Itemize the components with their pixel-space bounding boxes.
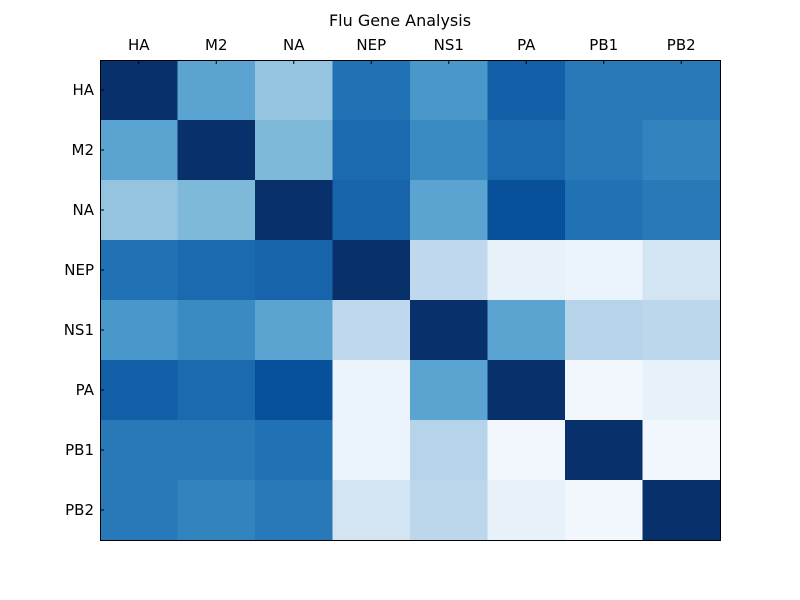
heatmap-cell-NEP-PB1 xyxy=(565,240,643,301)
heatmap-cells xyxy=(100,60,721,541)
heatmap-cell-PA-M2 xyxy=(177,360,256,421)
heatmap-cell-PA-NS1 xyxy=(410,360,488,421)
heatmap-cell-NEP-NS1 xyxy=(410,240,488,301)
y-tick-label: PB2 xyxy=(65,501,94,519)
heatmap-cell-PA-PB2 xyxy=(642,360,721,421)
heatmap-cell-NS1-NS1 xyxy=(410,300,488,361)
heatmap-cell-PB1-HA xyxy=(100,420,178,481)
heatmap-cell-HA-NA xyxy=(255,60,333,121)
x-tick-label: NS1 xyxy=(434,36,464,54)
y-axis-ticks: HA M2 NA NEP NS1 PA PB1 PB2 xyxy=(64,81,104,519)
heatmap-cell-NEP-HA xyxy=(100,240,178,301)
heatmap-cell-PB2-PB1 xyxy=(565,480,643,541)
y-tick-label: PB1 xyxy=(65,441,94,459)
heatmap-cell-PA-NA xyxy=(255,360,333,421)
heatmap-cell-M2-NS1 xyxy=(410,120,488,181)
heatmap-cell-PB2-M2 xyxy=(177,480,256,541)
heatmap-cell-PA-NEP xyxy=(332,360,411,421)
heatmap-cell-M2-NEP xyxy=(332,120,411,181)
heatmap-cell-PB2-NEP xyxy=(332,480,411,541)
heatmap-cell-NA-PB2 xyxy=(642,180,721,241)
y-tick-label: NS1 xyxy=(64,321,94,339)
y-tick-label: PA xyxy=(76,381,95,399)
heatmap-cell-NEP-M2 xyxy=(177,240,256,301)
heatmap-cell-M2-HA xyxy=(100,120,178,181)
x-axis-ticks: HA M2 NA NEP NS1 PA PB1 PB2 xyxy=(128,36,696,64)
heatmap-cell-HA-M2 xyxy=(177,60,256,121)
heatmap-cell-PB2-HA xyxy=(100,480,178,541)
x-tick-label: NA xyxy=(283,36,305,54)
heatmap-cell-PB1-PB2 xyxy=(642,420,721,481)
heatmap-cell-HA-HA xyxy=(100,60,178,121)
heatmap-cell-PB2-NA xyxy=(255,480,333,541)
heatmap-cell-NA-M2 xyxy=(177,180,256,241)
heatmap-cell-PA-HA xyxy=(100,360,178,421)
heatmap-cell-PB2-NS1 xyxy=(410,480,488,541)
heatmap-cell-NA-PA xyxy=(487,180,566,241)
heatmap-cell-NA-PB1 xyxy=(565,180,643,241)
heatmap-cell-M2-PB1 xyxy=(565,120,643,181)
heatmap-cell-NEP-PA xyxy=(487,240,566,301)
heatmap-cell-NA-NEP xyxy=(332,180,411,241)
heatmap-cell-PB1-NS1 xyxy=(410,420,488,481)
heatmap-cell-PB1-NEP xyxy=(332,420,411,481)
heatmap-cell-NS1-NEP xyxy=(332,300,411,361)
heatmap-cell-NA-NS1 xyxy=(410,180,488,241)
heatmap-cell-HA-PB2 xyxy=(642,60,721,121)
y-tick-label: NEP xyxy=(64,261,94,279)
heatmap-cell-NA-HA xyxy=(100,180,178,241)
heatmap-cell-NEP-NEP xyxy=(332,240,411,301)
heatmap-cell-M2-NA xyxy=(255,120,333,181)
heatmap-cell-M2-M2 xyxy=(177,120,256,181)
heatmap-cell-HA-PA xyxy=(487,60,566,121)
plot-frame xyxy=(100,60,721,541)
y-tick-label: NA xyxy=(73,201,95,219)
heatmap-cell-PB2-PB2 xyxy=(642,480,721,541)
chart-title: Flu Gene Analysis xyxy=(329,11,471,30)
heatmap-cell-NS1-M2 xyxy=(177,300,256,361)
heatmap-cell-PB1-M2 xyxy=(177,420,256,481)
heatmap-cell-NEP-PB2 xyxy=(642,240,721,301)
heatmap-cell-PB1-NA xyxy=(255,420,333,481)
heatmap-cell-PB2-PA xyxy=(487,480,566,541)
x-tick-label: M2 xyxy=(205,36,228,54)
heatmap-cell-HA-NS1 xyxy=(410,60,488,121)
heatmap-cell-M2-PA xyxy=(487,120,566,181)
y-tick-label: HA xyxy=(72,81,94,99)
heatmap-cell-NS1-PA xyxy=(487,300,566,361)
x-tick-label: PA xyxy=(517,36,536,54)
x-tick-label: PB1 xyxy=(589,36,618,54)
heatmap-cell-NS1-NA xyxy=(255,300,333,361)
heatmap-cell-NS1-PB1 xyxy=(565,300,643,361)
heatmap-cell-NA-NA xyxy=(255,180,333,241)
heatmap-cell-NEP-NA xyxy=(255,240,333,301)
heatmap-cell-PB1-PB1 xyxy=(565,420,643,481)
heatmap-cell-NS1-PB2 xyxy=(642,300,721,361)
heatmap-cell-M2-PB2 xyxy=(642,120,721,181)
heatmap-cell-HA-PB1 xyxy=(565,60,643,121)
heatmap-cell-PB1-PA xyxy=(487,420,566,481)
heatmap-cell-NS1-HA xyxy=(100,300,178,361)
x-tick-label: NEP xyxy=(356,36,386,54)
x-tick-label: HA xyxy=(128,36,150,54)
heatmap-cell-PA-PA xyxy=(487,360,566,421)
y-tick-label: M2 xyxy=(72,141,95,159)
heatmap-cell-PA-PB1 xyxy=(565,360,643,421)
x-tick-label: PB2 xyxy=(667,36,696,54)
heatmap-cell-HA-NEP xyxy=(332,60,411,121)
